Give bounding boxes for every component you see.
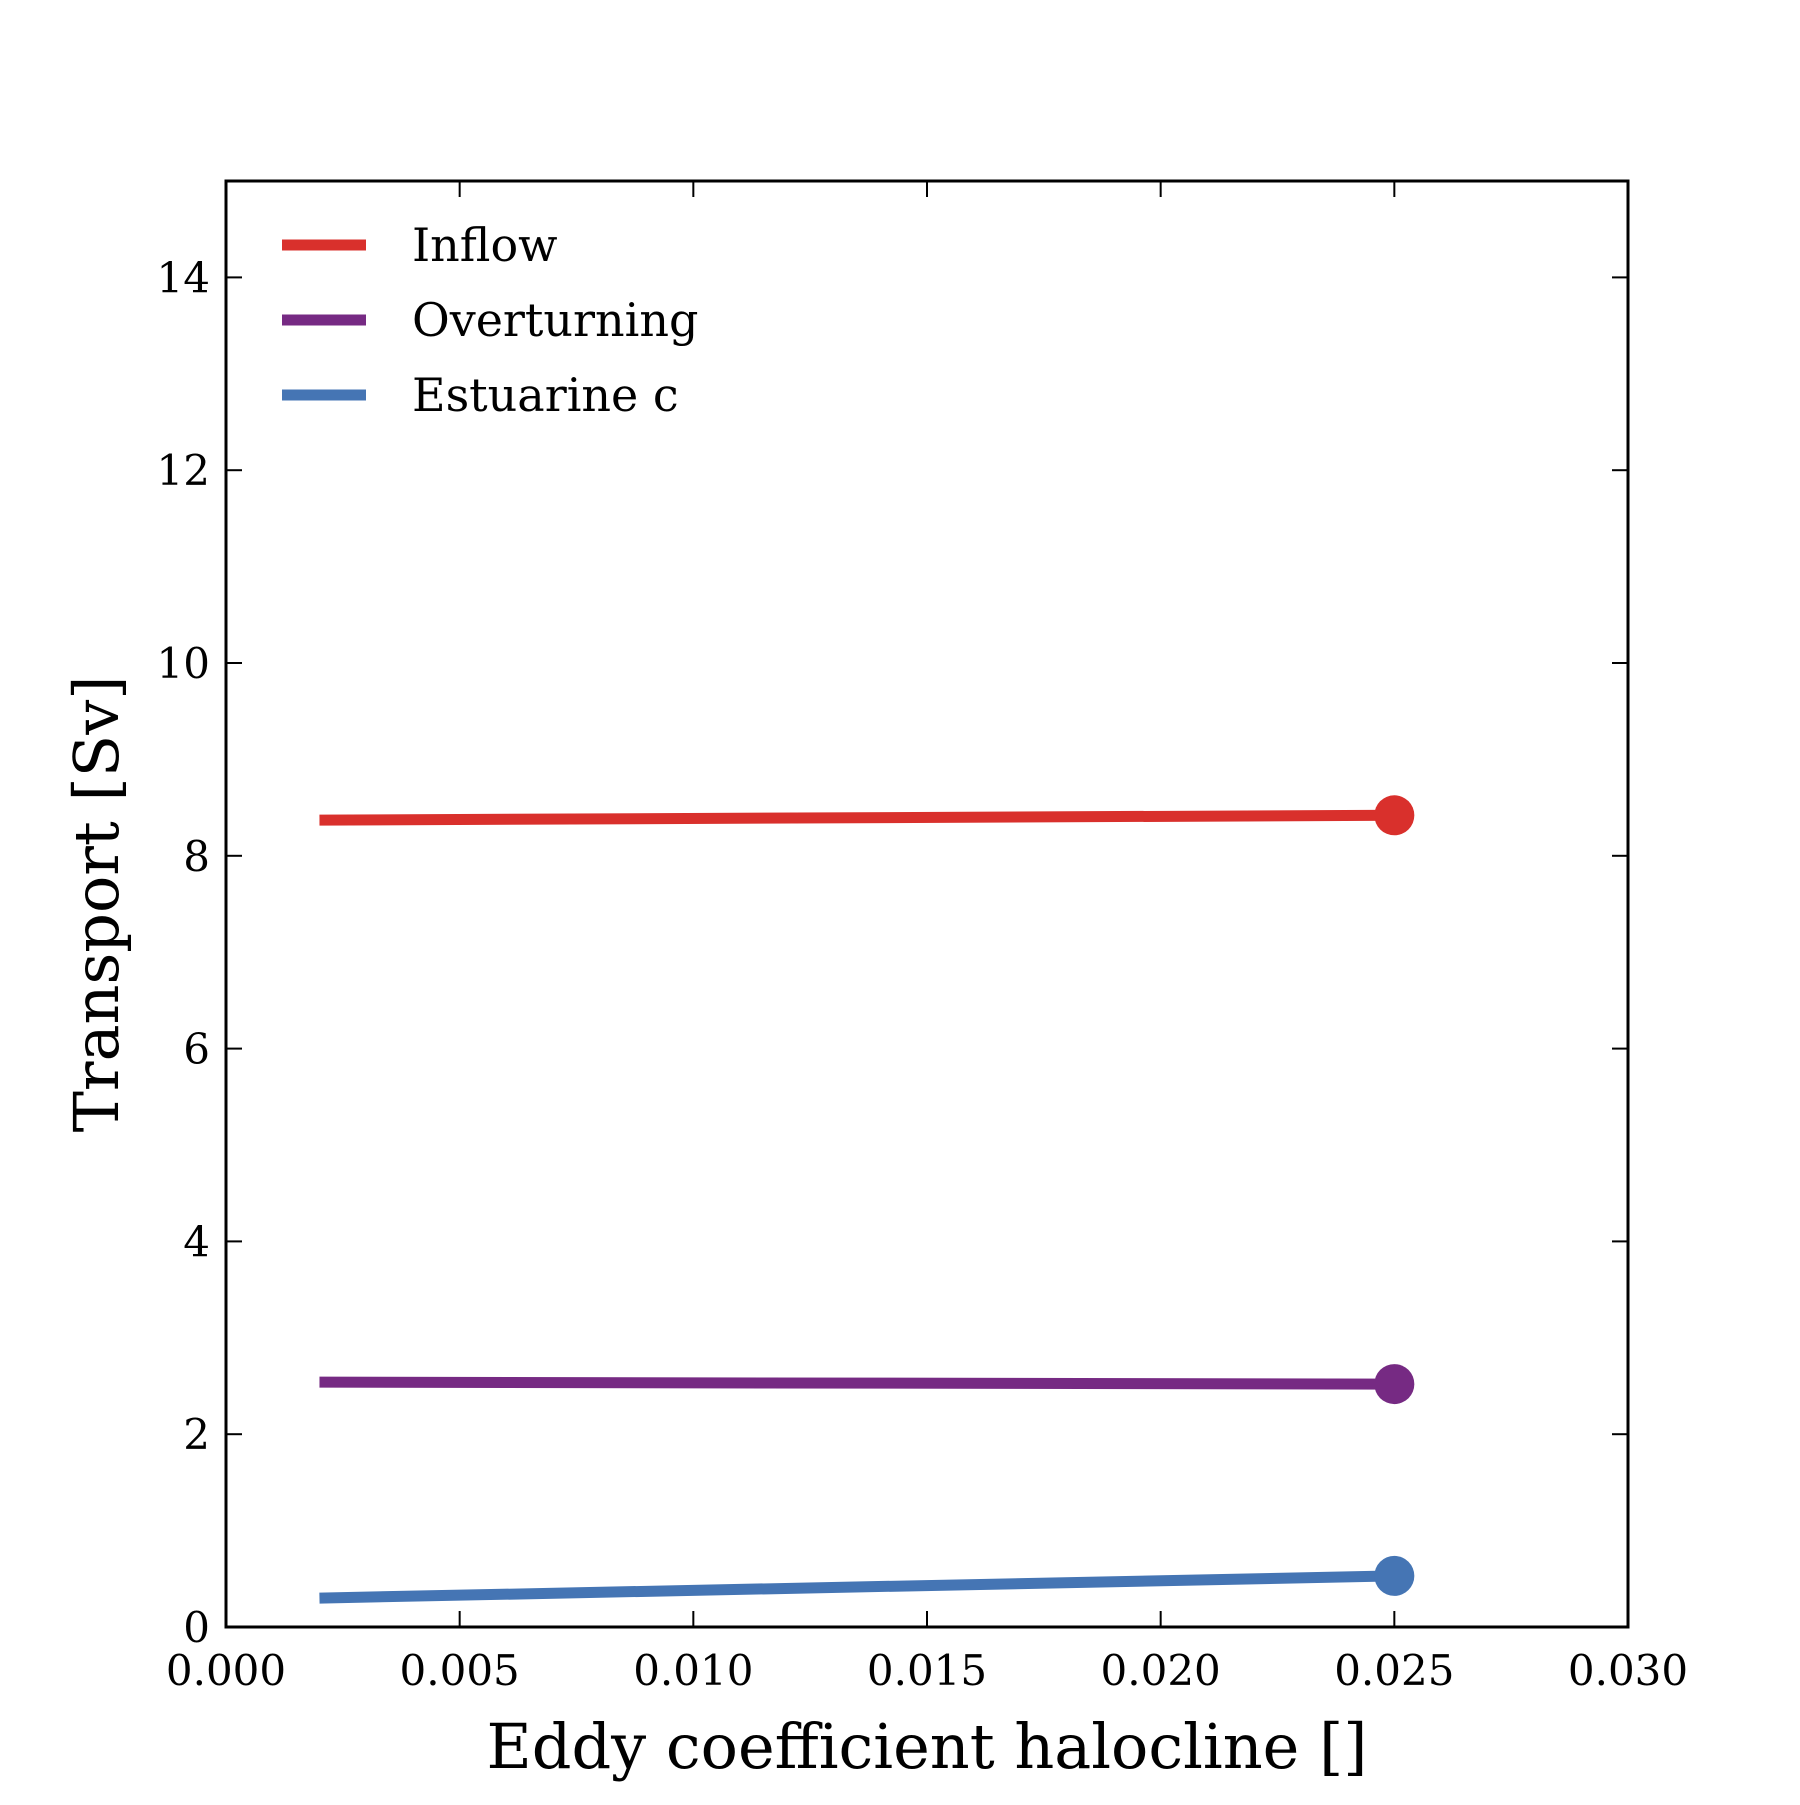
y-tick-label: 14: [157, 253, 210, 302]
series-layer: [319, 795, 1415, 1604]
legend-label-2: Estuarine c: [412, 368, 679, 422]
y-tick-label: 4: [183, 1217, 210, 1266]
series-marker-2: [1374, 1555, 1415, 1596]
legend: Inflow Overturning Estuarine c: [282, 218, 698, 422]
y-tick-label: 2: [183, 1410, 210, 1459]
series-line-2: [319, 1570, 1395, 1604]
series-marker-1: [1374, 1364, 1415, 1405]
x-tick-label: 0.005: [400, 1646, 520, 1695]
x-tick-label: 0.010: [633, 1646, 753, 1695]
x-tick-label: 0.015: [867, 1646, 987, 1695]
series-line-1: [319, 1376, 1395, 1390]
y-axis-title: Transport [Sv]: [60, 676, 133, 1133]
x-tick-label: 0.025: [1334, 1646, 1454, 1695]
y-tick-label: 0: [183, 1603, 210, 1652]
y-tick-label: 8: [183, 832, 210, 881]
y-tick-label: 12: [157, 446, 210, 495]
y-tick-label: 10: [157, 639, 210, 688]
plot-frame: [224, 179, 1630, 1629]
x-axis-title: Eddy coefficient halocline []: [487, 1710, 1368, 1783]
series-marker-0: [1374, 795, 1415, 836]
tick-labels-layer: 0.000 0.005 0.010 0.015 0.020 0.025 0.030 0 2 4 6 8…: [157, 253, 1689, 1695]
y-tick-label: 6: [183, 1025, 210, 1074]
x-tick-label: 0.020: [1101, 1646, 1221, 1695]
legend-label-0: Inflow: [412, 218, 558, 272]
series-line-0: [319, 809, 1395, 826]
x-tick-label: 0.030: [1568, 1646, 1688, 1695]
legend-label-1: Overturning: [412, 293, 698, 347]
x-tick-label: 0.000: [166, 1646, 286, 1695]
